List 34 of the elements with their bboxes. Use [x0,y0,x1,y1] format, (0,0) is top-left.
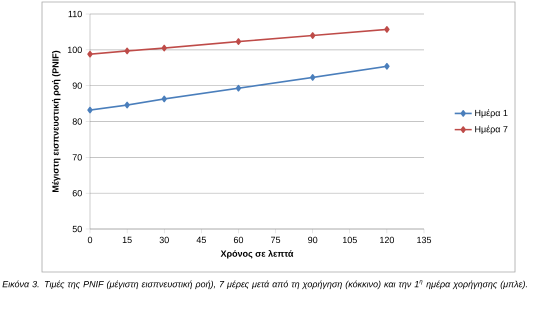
y-tick-label: 80 [72,118,82,125]
y-tick-label: 50 [72,226,82,232]
point [87,50,93,58]
point [124,102,130,108]
x-tick-label: 15 [122,236,132,244]
x-tick-label: 105 [342,236,357,244]
text: Εικόνα 3. Τιμές της PNIF (μέγιστη εισπνευστική ροή), 7 μέρες μετά από τη χορήγηση (κόκκινο) και την 1$^{η}$ ημέρα χορήγησης (μπλε). [2,280,527,290]
x-tick-label: 30 [160,236,169,244]
legend-label: Ημέρα 1 [475,109,508,118]
point [236,84,242,92]
x-axis-title: Χρόνος σε λεπτά [220,250,294,259]
y-axis-title: Μέγιστη εισπνευστική ροή (PNIF) [52,50,60,192]
x-tick-label: 45 [196,236,206,244]
y-tick-label: 90 [72,82,82,89]
y-tick-label: 60 [72,190,82,196]
point [384,62,390,70]
point [310,32,316,39]
x-tick-label: 135 [417,236,432,244]
point [161,44,167,52]
point [384,26,390,33]
legend-label: Ημέρα 7 [475,126,508,134]
point [87,106,93,114]
point [236,38,242,45]
point [310,74,316,81]
y-tick-label: 70 [72,154,82,161]
x-tick-label: 0 [88,236,92,244]
y-tick-label: 100 [68,46,82,54]
point [161,96,167,102]
x-tick-label: 60 [234,236,244,244]
x-tick-label: 120 [380,236,394,244]
x-tick-label: 75 [271,236,280,244]
y-tick-label: 110 [68,10,82,18]
x-tick-label: 90 [308,236,318,244]
point [124,48,130,54]
